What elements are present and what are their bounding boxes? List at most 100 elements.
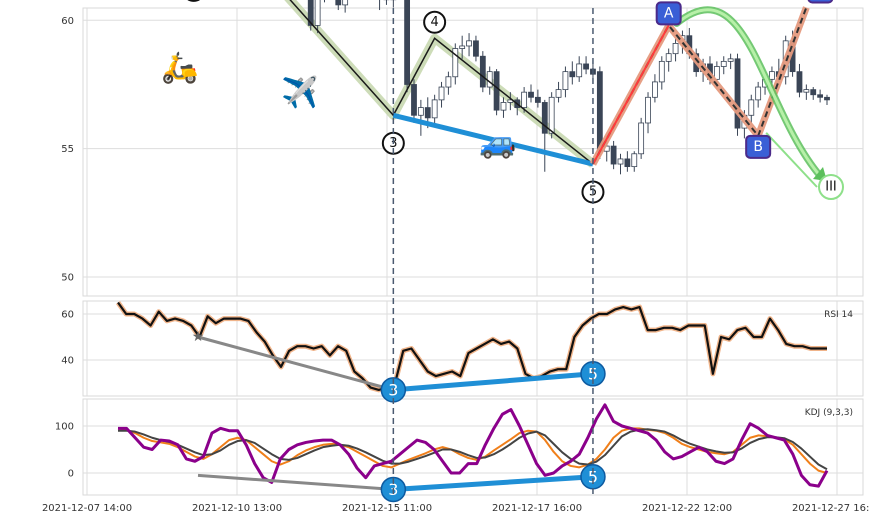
candle	[500, 97, 507, 118]
candle	[541, 99, 548, 172]
candle-body	[307, 0, 314, 26]
candle-body	[652, 81, 658, 98]
candle-body	[665, 53, 672, 62]
rsi-y-tick-label: 60	[61, 310, 74, 321]
candle-body	[528, 91, 534, 98]
candle	[528, 84, 534, 103]
wave-number-circle	[187, 0, 201, 2]
candle-body	[541, 102, 548, 134]
candle	[569, 61, 576, 85]
kdj-panel-frame	[82, 398, 864, 496]
candle	[314, 0, 321, 34]
candle	[459, 35, 466, 59]
candle-body	[769, 71, 775, 80]
candle-body	[658, 60, 665, 83]
x-tick-label: 2021-12-22 12:00	[642, 503, 732, 514]
candle	[617, 153, 624, 175]
target-label: III	[825, 180, 837, 195]
candle	[445, 71, 452, 95]
candle	[335, 0, 342, 11]
candle-body	[817, 94, 824, 98]
candle	[379, 0, 381, 11]
price-panel-frame	[82, 7, 864, 297]
candle-body	[720, 60, 727, 67]
abc-box	[745, 134, 772, 159]
candle	[534, 89, 541, 108]
wave-vertical-markers	[392, 8, 594, 495]
candle	[796, 63, 803, 98]
candle	[631, 151, 638, 172]
candle	[645, 92, 651, 134]
candle-body	[459, 45, 466, 49]
candle	[390, 0, 397, 8]
candle	[638, 117, 645, 159]
rsi-line	[117, 301, 827, 391]
candle-body	[631, 153, 638, 168]
wave-a-red-line	[592, 24, 670, 165]
candle-body	[500, 102, 507, 111]
rsi-prior-trend-line	[197, 335, 394, 392]
candle-body	[534, 96, 541, 103]
x-tick-label: 2021-12-17 16:00	[492, 503, 582, 514]
candle	[824, 94, 830, 106]
candle-body	[638, 122, 645, 155]
candle-body	[755, 86, 762, 101]
x-tick-label: 2021-12-15 11:00	[342, 503, 432, 514]
price-divergence-line	[392, 112, 594, 167]
candle	[466, 33, 472, 57]
price-y-tick-label: 60	[61, 16, 74, 27]
candle-body	[562, 71, 569, 91]
candle-body	[445, 76, 452, 88]
candle	[658, 56, 665, 90]
candle-body	[473, 40, 479, 57]
candle	[665, 48, 672, 72]
candle-body	[424, 107, 431, 119]
kdj-prior-trend-line	[197, 473, 394, 491]
candle-body	[438, 86, 445, 101]
wave-number-circle	[423, 10, 447, 34]
candle-body	[803, 89, 810, 93]
x-tick-label: 2021-12-07 14:00	[42, 503, 132, 514]
candle	[562, 66, 569, 98]
candle	[734, 53, 741, 136]
kdj-line-j	[118, 403, 829, 488]
rsi-divergence-line	[393, 371, 594, 393]
candle-body	[404, 0, 411, 85]
candle-body	[335, 0, 342, 6]
candle	[652, 74, 658, 103]
candle	[479, 51, 486, 93]
rsi-panel: ★35	[115, 301, 827, 403]
candle	[473, 35, 479, 62]
candle	[438, 81, 445, 108]
candle-body	[645, 96, 651, 124]
candle-body	[617, 158, 624, 165]
projection-arc-inner	[675, 8, 823, 179]
airplane-icon: ✈️	[281, 74, 318, 111]
rsi-panel-title: RSI 14	[824, 310, 853, 320]
candle-body	[431, 99, 438, 119]
candle-body	[411, 84, 417, 116]
candle-body	[583, 63, 589, 70]
candle-body	[727, 58, 734, 62]
candle-body	[521, 91, 528, 108]
candle	[727, 53, 734, 70]
candle	[817, 89, 824, 103]
candle	[342, 0, 349, 13]
target-circle	[818, 174, 844, 200]
kdj-panel-title: KDJ (9,3,3)	[805, 408, 853, 418]
candle	[610, 140, 617, 170]
candle-body	[824, 96, 830, 101]
car-icon: 🚙	[479, 126, 516, 161]
kdj-divergence-label: 5	[588, 467, 598, 486]
candle-body	[479, 55, 486, 88]
wave-number-label: 4	[431, 15, 439, 30]
candle-body	[610, 145, 617, 165]
candle-body	[555, 89, 562, 98]
kdj-y-tick-label: 100	[55, 422, 74, 433]
candle-body	[486, 71, 493, 88]
star-icon: ★	[192, 329, 205, 345]
candle	[555, 81, 562, 103]
wave-line	[289, 0, 594, 165]
candle-body	[548, 96, 555, 134]
